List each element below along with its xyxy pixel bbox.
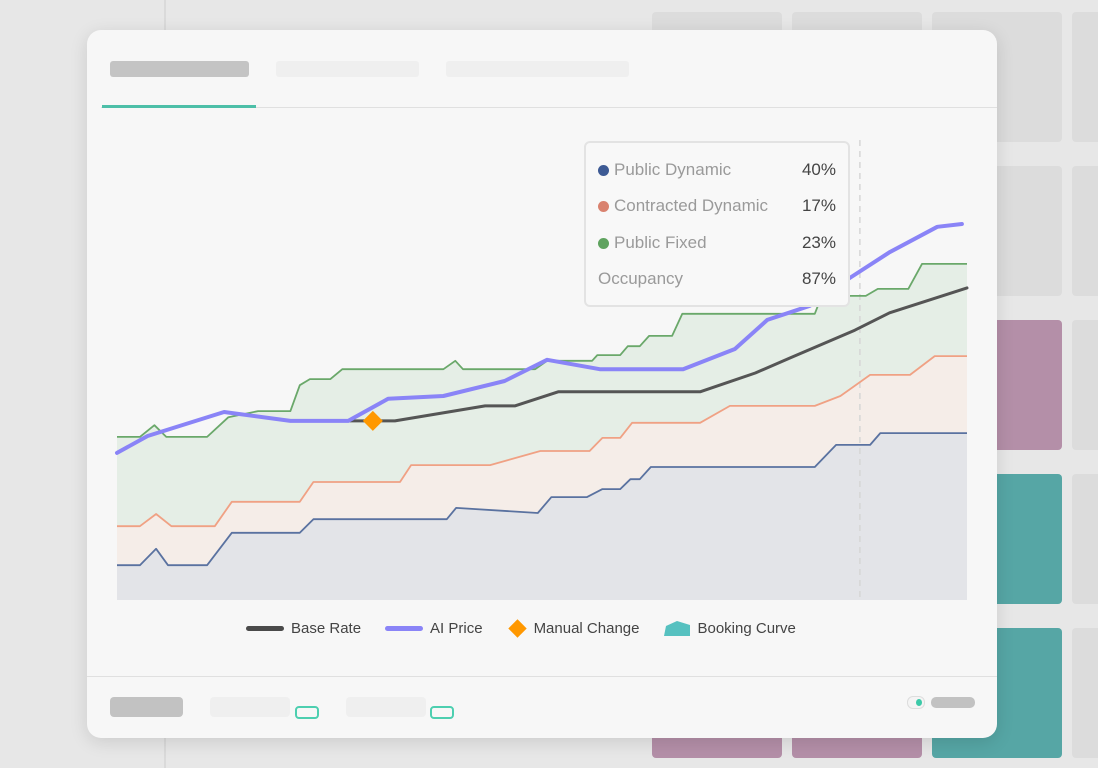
tooltip-value: 17% bbox=[801, 196, 836, 215]
footer-field-1[interactable] bbox=[210, 697, 290, 717]
contracted-dynamic-line bbox=[117, 355, 967, 528]
booking-curve-icon bbox=[664, 621, 691, 636]
tooltip-label: Public Dynamic bbox=[614, 160, 732, 179]
legend-label: Manual Change bbox=[533, 619, 640, 637]
tooltip-row-public-fixed: Public Fixed 23% bbox=[598, 231, 836, 255]
ai-price-line-icon bbox=[385, 625, 424, 631]
footer-toggle[interactable] bbox=[907, 696, 925, 709]
tab-3[interactable] bbox=[446, 61, 629, 77]
public-dynamic-line bbox=[117, 432, 967, 567]
tooltip-label: Public Fixed bbox=[614, 233, 707, 252]
ai-price-line bbox=[115, 222, 964, 455]
public-dynamic-area bbox=[117, 433, 967, 600]
footer-field-2[interactable] bbox=[346, 697, 426, 717]
tab-2[interactable] bbox=[276, 61, 419, 77]
tooltip-label: Contracted Dynamic bbox=[614, 196, 769, 215]
tooltip-value: 23% bbox=[801, 233, 836, 252]
base-rate-line bbox=[348, 286, 969, 423]
toggle-knob bbox=[916, 699, 922, 706]
footer-button[interactable] bbox=[110, 697, 183, 717]
legend-label: Booking Curve bbox=[697, 619, 796, 637]
tooltip-label: Occupancy bbox=[598, 269, 684, 288]
footer-divider bbox=[87, 676, 997, 677]
tab-divider bbox=[101, 107, 997, 108]
tooltip-row-contracted-dynamic: Contracted Dynamic 17% bbox=[598, 194, 836, 218]
base-rate-line-icon bbox=[246, 625, 284, 631]
diamond-icon bbox=[507, 618, 527, 638]
footer-chip-2[interactable] bbox=[430, 706, 454, 719]
chart-legend: Base Rate AI Price Manual Change Booking… bbox=[246, 618, 820, 638]
legend-label: Base Rate bbox=[291, 619, 362, 637]
legend-base-rate[interactable]: Base Rate bbox=[246, 620, 361, 637]
legend-label: AI Price bbox=[430, 619, 483, 637]
active-tab-indicator bbox=[102, 105, 256, 108]
legend-ai-price[interactable]: AI Price bbox=[385, 620, 483, 637]
legend-booking-curve[interactable]: Booking Curve bbox=[663, 619, 796, 637]
tab-1[interactable] bbox=[110, 61, 249, 77]
hover-tooltip: Public Dynamic 40% Contracted Dynamic 17% … bbox=[584, 141, 850, 307]
legend-manual-change[interactable]: Manual Change bbox=[507, 618, 640, 638]
contracted-dynamic-dot-icon bbox=[598, 200, 609, 212]
tooltip-value: 40% bbox=[801, 160, 836, 179]
footer-toggle-label bbox=[931, 697, 975, 708]
tooltip-row-public-dynamic: Public Dynamic 40% bbox=[598, 158, 836, 182]
public-dynamic-dot-icon bbox=[598, 164, 609, 176]
footer-chip-1[interactable] bbox=[295, 706, 319, 719]
tooltip-value: 87% bbox=[801, 269, 836, 288]
public-fixed-dot-icon bbox=[598, 237, 609, 249]
tooltip-row-occupancy: Occupancy 87% bbox=[598, 267, 836, 291]
manual-change-marker bbox=[362, 410, 383, 431]
